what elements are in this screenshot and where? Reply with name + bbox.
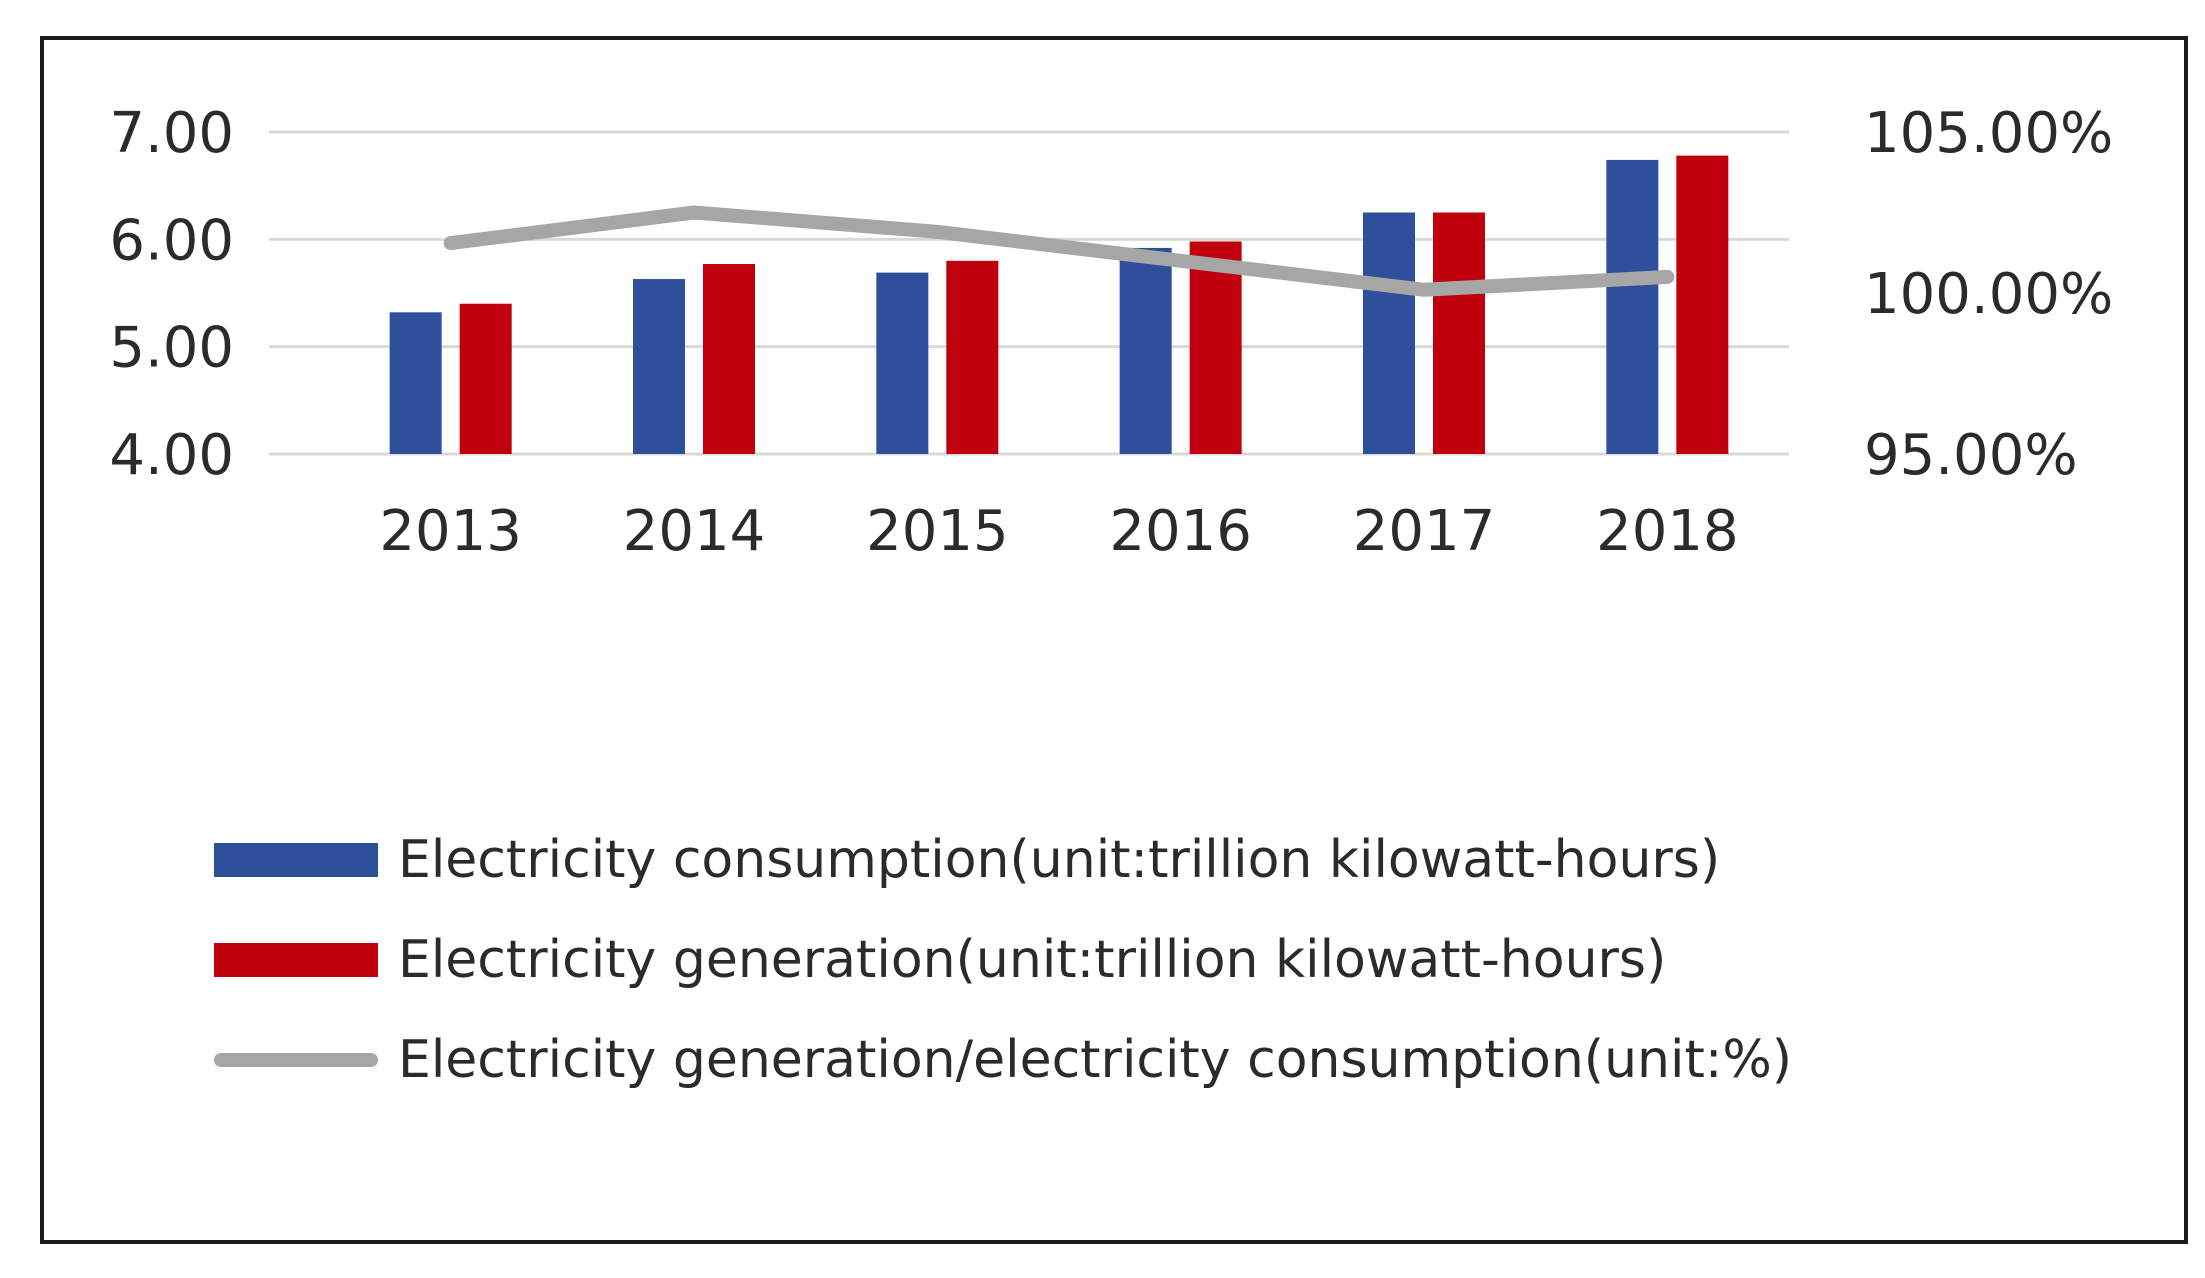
ratio-point	[1666, 275, 1669, 278]
x-tick-label: 2016	[1109, 499, 1252, 564]
bar-consumption	[1606, 159, 1659, 454]
legend-label-consumption: Electricity consumption(unit:trillion ki…	[398, 830, 1721, 890]
ratio-point	[1179, 259, 1182, 262]
ratio-point	[1423, 288, 1425, 291]
bars	[389, 155, 1729, 454]
bar-generation	[1676, 155, 1729, 454]
ratio-point	[693, 211, 695, 214]
bar-generation	[1433, 212, 1485, 454]
x-tick-label: 2018	[1596, 499, 1739, 564]
legend-item-ratio: Electricity generation/electricity consu…	[214, 1010, 1792, 1110]
legend-swatch-consumption	[214, 843, 378, 877]
bar-consumption	[389, 312, 442, 454]
y-tick-label: 5.00	[109, 316, 234, 381]
chart-plot: 4.00 5.00 6.00 7.00 95.00% 100.00% 105.00% 2013…	[109, 101, 2113, 564]
bar-consumption	[1363, 212, 1415, 454]
x-tick-label: 2017	[1353, 499, 1496, 564]
y2-tick-label: 95.00%	[1864, 423, 2078, 488]
legend-label-generation: Electricity generation(unit:trillion kil…	[398, 930, 1667, 990]
bar-generation	[1189, 241, 1242, 454]
y-tick-label: 7.00	[109, 101, 234, 166]
ratio-point	[936, 230, 939, 233]
ratio-point	[449, 242, 452, 245]
bar-generation	[703, 264, 755, 454]
ratio-line	[443, 205, 1675, 297]
legend-swatch-ratio	[214, 1053, 378, 1067]
bar-generation	[459, 303, 512, 454]
legend: Electricity consumption(unit:trillion ki…	[214, 810, 1792, 1110]
x-tick-label: 2014	[623, 499, 766, 564]
legend-swatch-generation	[214, 943, 378, 977]
x-tick-label: 2013	[379, 499, 522, 564]
chart-frame: 4.00 5.00 6.00 7.00 95.00% 100.00% 105.00% 2013…	[40, 36, 2188, 1244]
y-tick-label: 6.00	[109, 208, 234, 273]
y2-tick-label: 105.00%	[1864, 101, 2113, 166]
bar-consumption	[633, 279, 685, 454]
ratio-series-line	[443, 205, 1675, 297]
bar-consumption	[876, 272, 929, 454]
legend-item-consumption: Electricity consumption(unit:trillion ki…	[214, 810, 1792, 910]
tick-labels: 4.00 5.00 6.00 7.00 95.00% 100.00% 105.00% 2013…	[109, 101, 2113, 564]
x-tick-label: 2015	[866, 499, 1009, 564]
y-tick-label: 4.00	[109, 423, 234, 488]
bar-consumption	[1119, 247, 1172, 454]
legend-item-generation: Electricity generation(unit:trillion kil…	[214, 910, 1792, 1010]
bar-generation	[946, 260, 999, 454]
y2-tick-label: 100.00%	[1864, 262, 2113, 327]
legend-label-ratio: Electricity generation/electricity consu…	[398, 1030, 1793, 1090]
